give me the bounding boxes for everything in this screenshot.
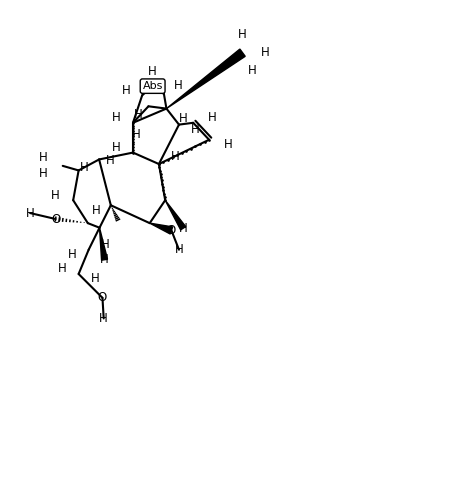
Text: Abs: Abs: [142, 81, 162, 91]
Text: H: H: [260, 46, 269, 59]
Text: H: H: [100, 253, 109, 266]
Text: H: H: [50, 188, 59, 202]
Text: H: H: [148, 65, 157, 78]
Polygon shape: [149, 223, 172, 234]
Text: H: H: [171, 150, 179, 162]
Text: H: H: [58, 263, 67, 276]
Text: H: H: [26, 207, 34, 220]
Polygon shape: [166, 49, 245, 108]
Text: H: H: [238, 28, 246, 41]
Text: H: H: [106, 154, 115, 167]
Text: H: H: [39, 167, 48, 180]
Text: H: H: [174, 243, 183, 256]
Text: O: O: [51, 213, 60, 225]
Text: H: H: [90, 273, 99, 285]
Text: H: H: [208, 111, 217, 124]
Polygon shape: [99, 228, 107, 260]
Text: H: H: [112, 111, 121, 124]
Polygon shape: [165, 200, 185, 230]
Text: H: H: [134, 108, 142, 121]
Text: H: H: [112, 141, 121, 154]
Text: H: H: [178, 112, 187, 125]
Text: H: H: [99, 312, 108, 325]
Text: H: H: [92, 204, 101, 217]
Text: H: H: [121, 84, 130, 97]
Text: H: H: [68, 248, 77, 261]
Text: H: H: [39, 151, 48, 164]
Text: H: H: [190, 123, 199, 136]
Text: H: H: [224, 138, 232, 151]
Text: O: O: [167, 224, 176, 237]
Text: O: O: [98, 291, 107, 304]
Text: H: H: [248, 64, 257, 77]
Text: H: H: [101, 238, 109, 251]
Text: H: H: [80, 161, 89, 174]
Text: H: H: [174, 80, 182, 92]
Text: H: H: [179, 222, 187, 235]
Text: H: H: [131, 129, 140, 141]
